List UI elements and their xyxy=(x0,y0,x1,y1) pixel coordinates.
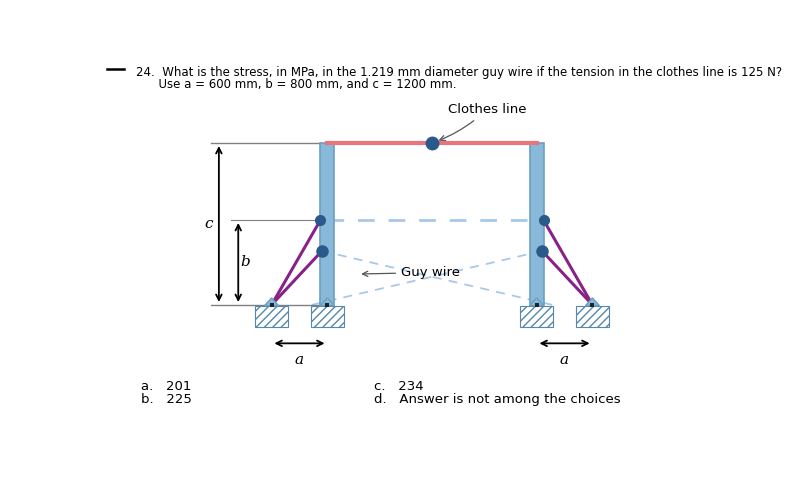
Text: a.   201: a. 201 xyxy=(141,380,192,393)
Text: b.   225: b. 225 xyxy=(141,393,192,406)
Text: b: b xyxy=(241,256,250,269)
Bar xyxy=(255,306,288,327)
Text: a: a xyxy=(295,353,304,367)
Bar xyxy=(321,143,334,305)
Bar xyxy=(535,303,539,307)
Text: 24.  What is the stress, in MPa, in the 1.219 mm diameter guy wire if the tensio: 24. What is the stress, in MPa, in the 1… xyxy=(136,66,782,79)
Polygon shape xyxy=(321,298,334,306)
Polygon shape xyxy=(265,298,279,306)
Bar xyxy=(590,303,594,307)
Bar xyxy=(521,306,553,327)
Bar xyxy=(325,303,329,307)
Text: Clothes line: Clothes line xyxy=(440,103,526,141)
Polygon shape xyxy=(529,298,544,306)
Text: Guy wire: Guy wire xyxy=(363,266,460,279)
Text: c: c xyxy=(204,217,213,231)
Text: d.   Answer is not among the choices: d. Answer is not among the choices xyxy=(374,393,620,406)
Text: Use a = 600 mm, b = 800 mm, and c = 1200 mm.: Use a = 600 mm, b = 800 mm, and c = 1200… xyxy=(136,78,457,92)
Text: a: a xyxy=(560,353,569,367)
Bar xyxy=(311,306,344,327)
Polygon shape xyxy=(585,298,600,306)
Text: c.   234: c. 234 xyxy=(374,380,423,393)
Bar xyxy=(576,306,609,327)
Bar xyxy=(269,303,273,307)
Bar xyxy=(529,143,544,305)
